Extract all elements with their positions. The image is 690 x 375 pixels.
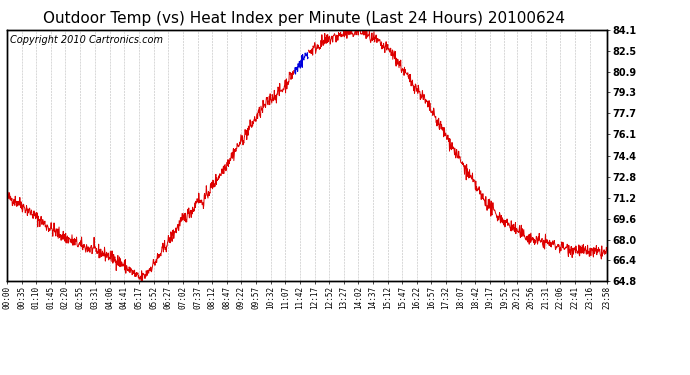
Text: Outdoor Temp (vs) Heat Index per Minute (Last 24 Hours) 20100624: Outdoor Temp (vs) Heat Index per Minute … (43, 11, 564, 26)
Text: Copyright 2010 Cartronics.com: Copyright 2010 Cartronics.com (10, 35, 163, 45)
